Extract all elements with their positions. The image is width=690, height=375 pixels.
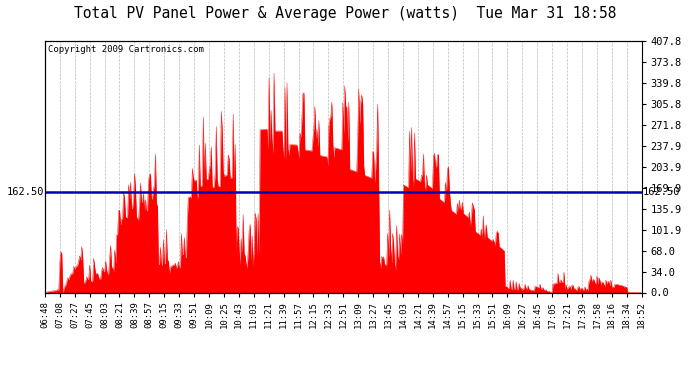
Text: Total PV Panel Power & Average Power (watts)  Tue Mar 31 18:58: Total PV Panel Power & Average Power (wa…	[74, 6, 616, 21]
Text: 162.50: 162.50	[7, 188, 44, 197]
Text: 162.50: 162.50	[642, 188, 680, 197]
Text: Copyright 2009 Cartronics.com: Copyright 2009 Cartronics.com	[48, 45, 204, 54]
